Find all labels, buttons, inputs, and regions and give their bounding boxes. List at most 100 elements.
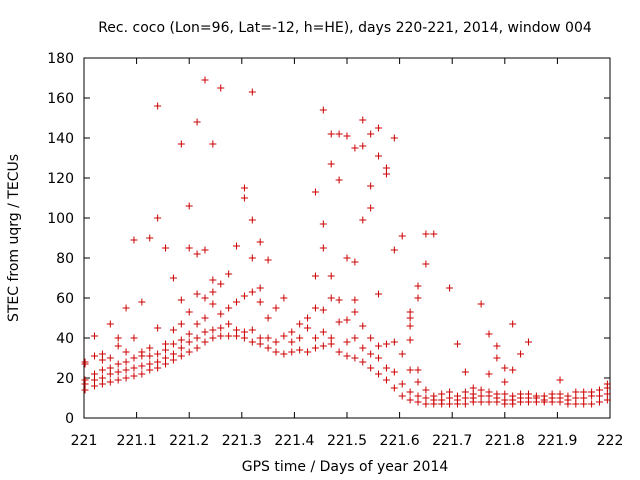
data-point — [564, 392, 572, 400]
data-point — [414, 282, 422, 290]
data-point — [422, 230, 430, 238]
data-point — [469, 390, 477, 398]
data-point — [248, 326, 256, 334]
data-point — [185, 330, 193, 338]
data-point — [209, 300, 217, 308]
data-point — [446, 388, 454, 396]
data-point — [501, 396, 509, 404]
data-point — [130, 236, 138, 244]
x-tick-label: 221.6 — [380, 433, 420, 449]
data-point — [154, 350, 162, 358]
data-point — [493, 342, 501, 350]
data-point — [311, 304, 319, 312]
y-tick-label: 80 — [56, 251, 74, 267]
data-point — [446, 400, 454, 408]
data-point — [240, 292, 248, 300]
data-point — [240, 334, 248, 342]
data-point — [375, 354, 383, 362]
data-point — [367, 350, 375, 358]
data-point — [209, 326, 217, 334]
data-point — [177, 296, 185, 304]
data-point — [335, 176, 343, 184]
data-point — [595, 392, 603, 400]
y-tick-label: 60 — [56, 291, 74, 307]
data-point — [461, 388, 469, 396]
data-point — [233, 326, 241, 334]
data-point — [438, 396, 446, 404]
data-point — [438, 390, 446, 398]
data-point — [580, 400, 588, 408]
data-point — [146, 360, 154, 368]
data-point — [185, 338, 193, 346]
data-point — [367, 334, 375, 342]
data-point — [122, 304, 130, 312]
data-point — [185, 348, 193, 356]
data-point — [146, 366, 154, 374]
data-point — [485, 330, 493, 338]
data-point — [509, 366, 517, 374]
data-point — [572, 400, 580, 408]
y-tick-label: 20 — [56, 371, 74, 387]
data-point — [603, 380, 611, 388]
data-point — [382, 340, 390, 348]
y-tick-label: 160 — [47, 91, 74, 107]
y-tick-label: 120 — [47, 171, 74, 187]
data-point — [572, 394, 580, 402]
data-point — [280, 350, 288, 358]
data-point — [209, 334, 217, 342]
data-point — [248, 338, 256, 346]
data-points — [81, 76, 611, 408]
data-point — [201, 328, 209, 336]
data-point — [509, 392, 517, 400]
data-point — [272, 348, 280, 356]
data-point — [193, 334, 201, 342]
data-point — [517, 390, 525, 398]
data-point — [114, 342, 122, 350]
data-point — [327, 340, 335, 348]
x-tick-label: 221.8 — [485, 433, 525, 449]
data-point — [162, 360, 170, 368]
data-point — [146, 234, 154, 242]
data-point — [288, 328, 296, 336]
data-point — [359, 358, 367, 366]
data-point — [375, 152, 383, 160]
data-point — [430, 392, 438, 400]
x-tick-label: 221.9 — [537, 433, 577, 449]
data-point — [548, 390, 556, 398]
data-point — [477, 300, 485, 308]
data-point — [422, 394, 430, 402]
data-point — [461, 400, 469, 408]
data-point — [288, 348, 296, 356]
data-point — [485, 370, 493, 378]
data-point — [595, 398, 603, 406]
data-point — [296, 320, 304, 328]
data-point — [169, 274, 177, 282]
data-point — [398, 232, 406, 240]
data-point — [130, 364, 138, 372]
data-point — [169, 340, 177, 348]
data-point — [162, 346, 170, 354]
data-point — [367, 364, 375, 372]
chart-title: Rec. coco (Lon=96, Lat=-12, h=HE), days … — [98, 20, 592, 36]
data-point — [580, 394, 588, 402]
data-point — [91, 332, 99, 340]
data-point — [201, 294, 209, 302]
y-tick-label: 0 — [65, 411, 74, 427]
data-point — [91, 376, 99, 384]
data-point — [485, 388, 493, 396]
data-point — [477, 392, 485, 400]
data-point — [359, 322, 367, 330]
data-point — [485, 398, 493, 406]
data-point — [256, 238, 264, 246]
data-point — [217, 332, 225, 340]
data-point — [398, 350, 406, 358]
data-point — [217, 84, 225, 92]
data-point — [453, 392, 461, 400]
data-point — [130, 334, 138, 342]
data-point — [91, 382, 99, 390]
x-tick-label: 221.7 — [432, 433, 472, 449]
data-point — [98, 374, 106, 382]
data-point — [225, 270, 233, 278]
data-point — [343, 316, 351, 324]
